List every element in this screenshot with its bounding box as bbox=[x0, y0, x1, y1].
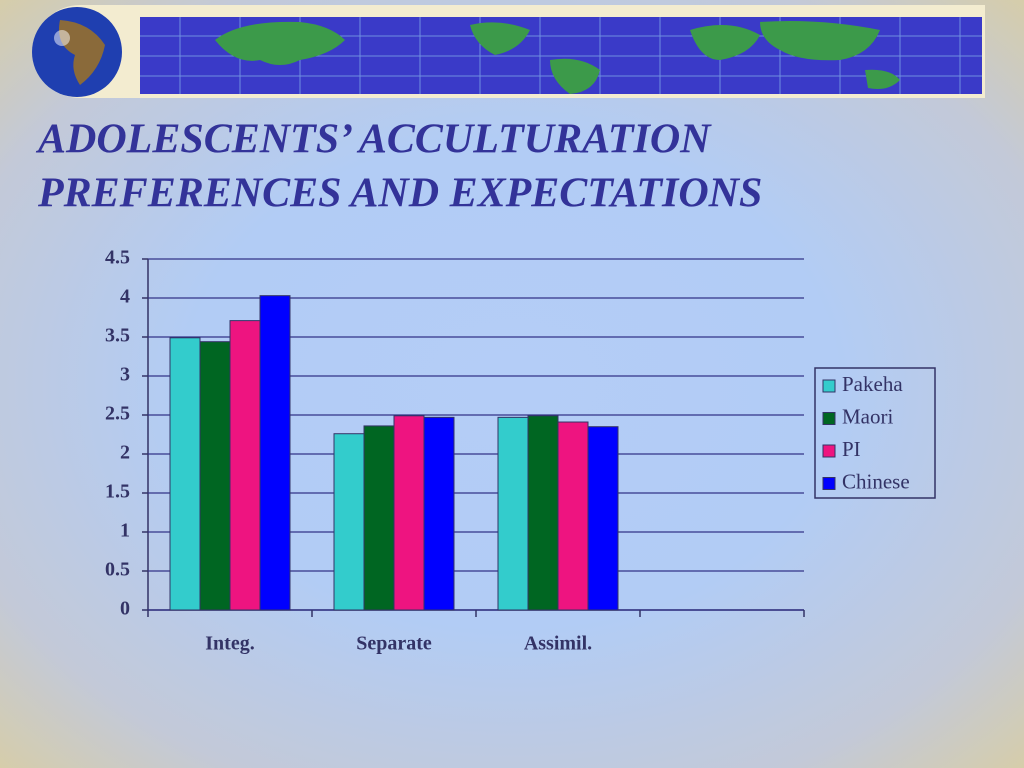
x-tick-label: Separate bbox=[356, 633, 432, 655]
legend-box bbox=[814, 367, 936, 499]
bar bbox=[393, 415, 425, 611]
y-tick-label: 1 bbox=[120, 520, 130, 542]
bar bbox=[587, 426, 619, 611]
x-tick-label: Integ. bbox=[205, 633, 254, 655]
globe-land bbox=[59, 20, 105, 85]
y-tick-label: 0.5 bbox=[105, 559, 130, 581]
y-tick-label: 1.5 bbox=[105, 481, 130, 503]
bar bbox=[497, 416, 529, 611]
x-tick-label: Assimil. bbox=[524, 633, 592, 655]
legend-swatch bbox=[822, 444, 836, 458]
title-line: PREFERENCES AND EXPECTATIONS bbox=[37, 171, 762, 217]
y-tick-label: 3 bbox=[120, 364, 130, 386]
legend-label: Maori bbox=[842, 404, 893, 428]
legend-label: Chinese bbox=[842, 469, 910, 493]
y-tick-label: 3.5 bbox=[105, 325, 130, 347]
bar bbox=[333, 433, 365, 611]
bar bbox=[169, 337, 201, 611]
legend-swatch bbox=[822, 379, 836, 393]
y-tick-label: 4.5 bbox=[105, 247, 130, 269]
y-tick-label: 2 bbox=[120, 442, 130, 464]
bar bbox=[527, 415, 559, 611]
bar bbox=[557, 421, 589, 611]
title-line: ADOLESCENTS’ ACCULTURATION bbox=[35, 117, 712, 163]
y-tick-label: 4 bbox=[120, 286, 130, 308]
bar bbox=[229, 320, 261, 611]
banner bbox=[32, 5, 986, 98]
legend-label: Pakeha bbox=[842, 372, 903, 396]
bar bbox=[199, 341, 231, 611]
legend-swatch bbox=[822, 477, 836, 490]
continents bbox=[215, 21, 900, 94]
bar bbox=[259, 295, 291, 611]
legend-swatch bbox=[822, 412, 836, 425]
globe-shine bbox=[54, 30, 70, 46]
bar bbox=[363, 425, 395, 611]
bar bbox=[423, 416, 455, 611]
y-tick-label: 0 bbox=[120, 598, 130, 620]
y-tick-label: 2.5 bbox=[105, 403, 130, 425]
legend-label: PI bbox=[842, 437, 861, 461]
